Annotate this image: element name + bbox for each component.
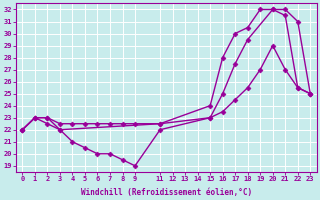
X-axis label: Windchill (Refroidissement éolien,°C): Windchill (Refroidissement éolien,°C) xyxy=(81,188,252,197)
